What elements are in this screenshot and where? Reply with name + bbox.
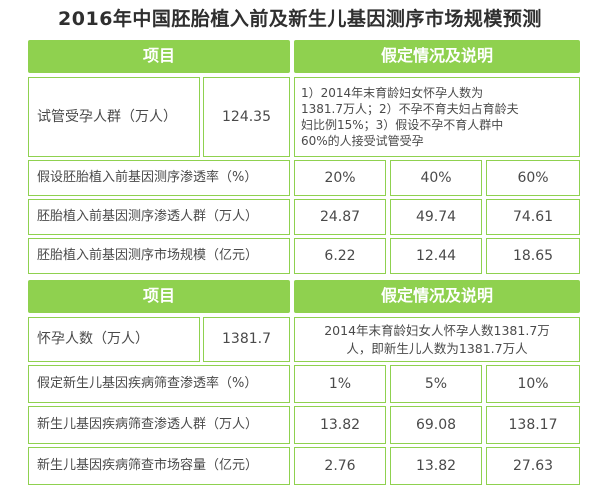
table1-row3-v1: 24.87 — [294, 199, 386, 235]
table2-note-line2: 人，即新生儿人数为1381.7万人 — [346, 340, 528, 356]
table2-row2-v3: 10% — [486, 365, 580, 403]
table2-row1-note: 2014年末育龄妇女人怀孕人数1381.7万 人，即新生儿人数为1381.7万人 — [294, 317, 580, 362]
table1-row3-v2: 49.74 — [390, 199, 482, 235]
table1-row2-v3: 60% — [486, 160, 580, 196]
table2-row1-label: 怀孕人数（万人） — [28, 317, 200, 362]
table1-row1-note: 1）2014年末育龄妇女怀孕人数为 1381.7万人；2）不孕不育夫妇占育龄夫 … — [294, 77, 580, 157]
table1-row2-v2: 40% — [390, 160, 482, 196]
table2-header-assumption: 假定情况及说明 — [294, 280, 580, 313]
table2-row3-v2: 69.08 — [390, 406, 482, 444]
table2-row2-v2: 5% — [390, 365, 482, 403]
table2-note-line1: 2014年末育龄妇女人怀孕人数1381.7万 — [324, 323, 550, 338]
table2-row4-label: 新生儿基因疾病筛查市场容量（亿元） — [28, 447, 290, 485]
table1-note-line4: 60%的人接受试管受孕 — [301, 134, 424, 149]
table1-header-item: 项目 — [28, 40, 290, 73]
table1-row3-label: 胚胎植入前基因测序渗透人群（万人） — [28, 199, 290, 235]
table2-row4-v1: 2.76 — [294, 447, 386, 485]
table2-row1-value: 1381.7 — [203, 317, 290, 362]
table1-note-line3: 妇比例15%；3）假设不孕不育人群中 — [301, 118, 504, 132]
table2-header-item: 项目 — [28, 280, 290, 313]
page-title: 2016年中国胚胎植入前及新生儿基因测序市场规模预测 — [58, 8, 542, 30]
table1-row4-v3: 18.65 — [486, 238, 580, 274]
table2-row2-label: 假定新生儿基因疾病筛查渗透率（%） — [28, 365, 290, 403]
table1-header-assumption: 假定情况及说明 — [294, 40, 580, 73]
table1-row4-label: 胚胎植入前基因测序市场规模（亿元） — [28, 238, 290, 274]
table2-row3-v1: 13.82 — [294, 406, 386, 444]
table1-row4-v2: 12.44 — [390, 238, 482, 274]
table2-row3-v3: 138.17 — [486, 406, 580, 444]
table1-row1-value: 124.35 — [203, 77, 290, 157]
table2-row2-v1: 1% — [294, 365, 386, 403]
table1-row2-v1: 20% — [294, 160, 386, 196]
table1-row1-label: 试管受孕人群（万人） — [28, 77, 200, 157]
table2-row4-v2: 13.82 — [390, 447, 482, 485]
table1-row3-v3: 74.61 — [486, 199, 580, 235]
table2-row3-label: 新生儿基因疾病筛查渗透人群（万人） — [28, 406, 290, 444]
table1-note-line2: 1381.7万人；2）不孕不育夫妇占育龄夫 — [301, 101, 519, 116]
table2-row4-v3: 27.63 — [486, 447, 580, 485]
table1-row2-label: 假设胚胎植入前基因测序渗透率（%） — [28, 160, 290, 196]
table1-note-line1: 1）2014年末育龄妇女怀孕人数为 — [301, 85, 484, 100]
table1-row4-v1: 6.22 — [294, 238, 386, 274]
